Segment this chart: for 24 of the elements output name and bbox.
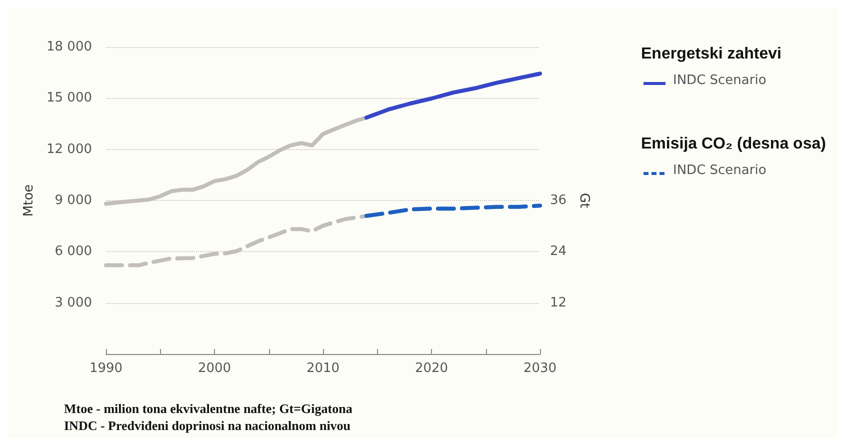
y-tick-label: 6 000 [54, 244, 92, 260]
text: Emisija CO₂ (desna osa) [641, 136, 826, 152]
legend-label: INDC Scenario [673, 73, 766, 88]
x-tick-label: 2010 [306, 361, 340, 376]
legend-label: INDC Scenario [673, 163, 766, 178]
y-tick-label: 18 000 [46, 40, 92, 54]
y2-tick-label: 12 [550, 295, 567, 310]
y-tick-label: 12 000 [46, 142, 92, 157]
text: Energetski zahtevi [641, 46, 782, 62]
line-series [364, 204, 542, 218]
line-series [364, 72, 542, 120]
x-tick-label: 1990 [89, 361, 123, 376]
text: Mtoe - milion tona ekvivalentne nafte; Gt=Gigatona [64, 401, 353, 416]
y-tick-label: 9 000 [54, 193, 92, 208]
y-tick-label: 3 000 [54, 295, 92, 310]
y2-tick-label: 24 [550, 244, 567, 260]
y2-tick-label: 36 [550, 193, 567, 208]
x-tick-label: 2000 [198, 361, 232, 376]
y-axis-title: Mtoe [22, 184, 37, 217]
x-tick-label: 2020 [414, 361, 448, 376]
x-tick-label: 2030 [523, 361, 557, 376]
y-tick-label: 15 000 [46, 90, 92, 106]
text: INDC - Predviđeni doprinosi na nacionalnom nivou [64, 418, 351, 433]
y2-axis-title: Gt [576, 192, 592, 208]
